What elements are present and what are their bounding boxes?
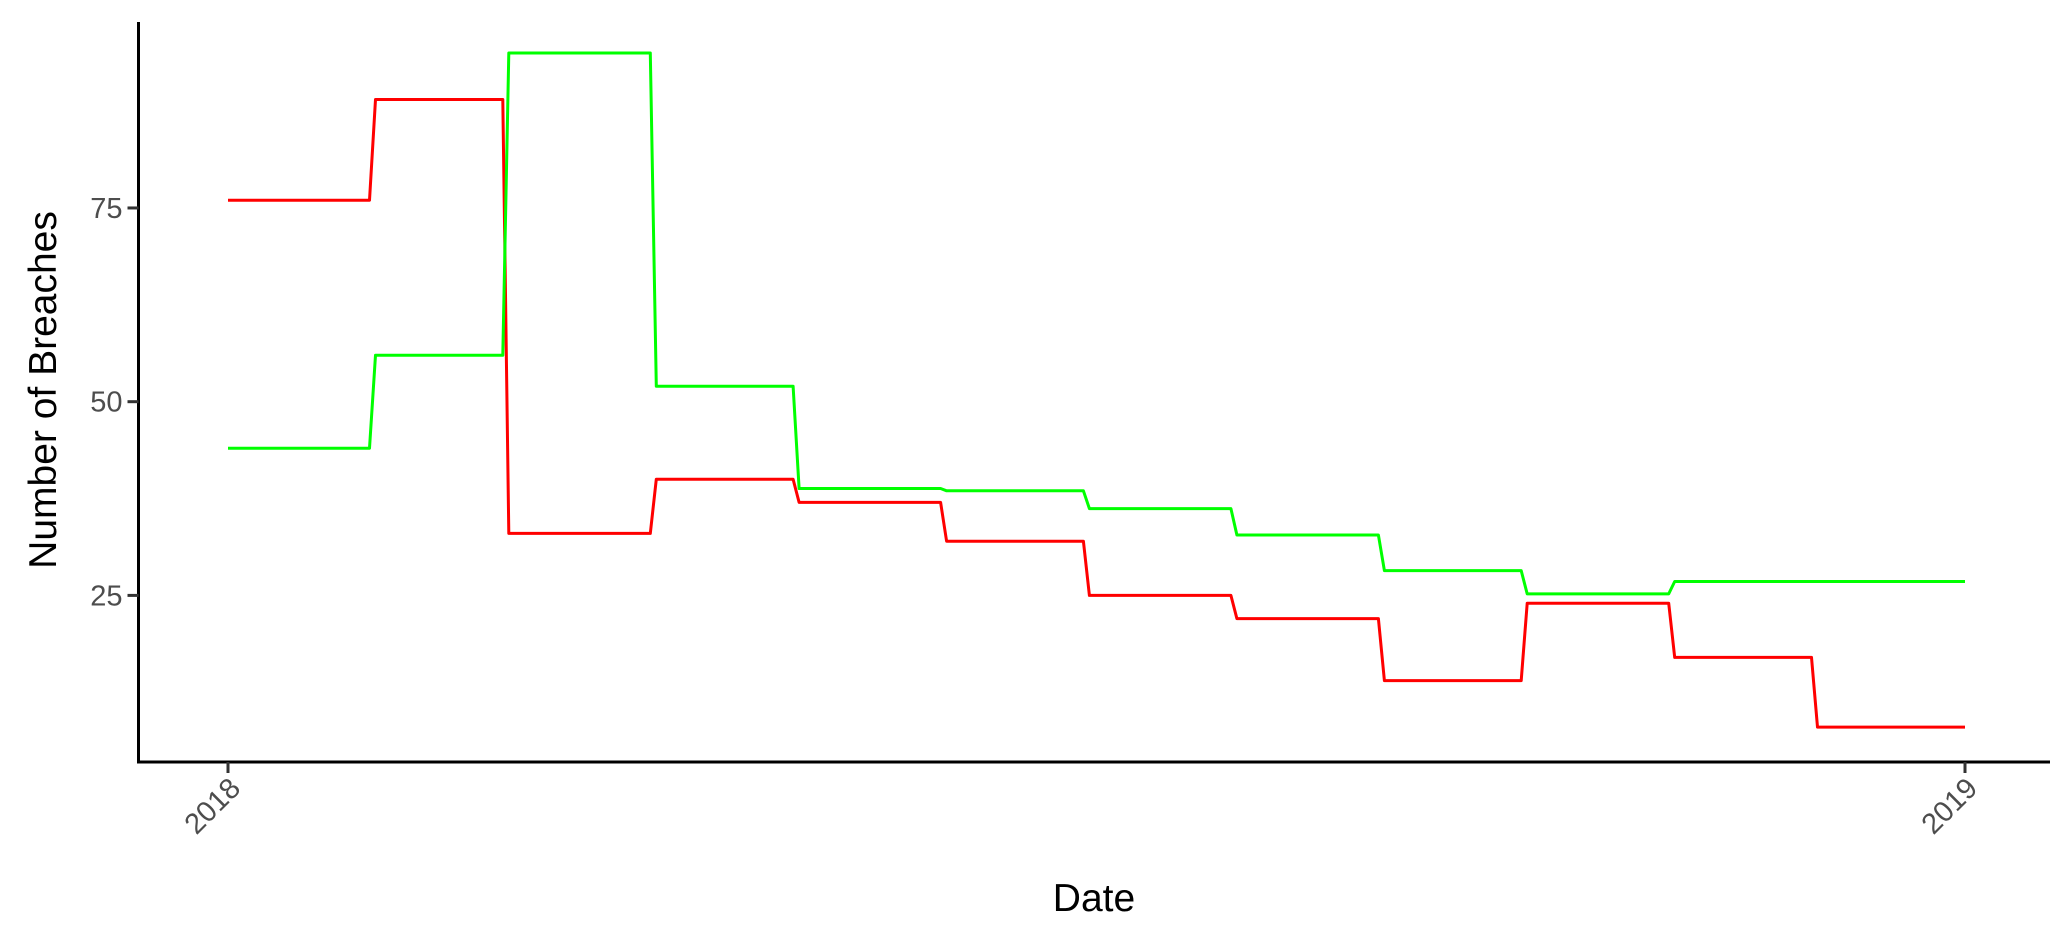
y-tick-label: 50 [90,387,122,419]
y-tick-label: 75 [90,193,122,225]
series-line-green [228,51,1965,596]
series-line-red [228,98,1965,729]
x-tick-label: 2019 [1916,772,1984,840]
x-axis-ticks: 2018 2019 [179,762,1984,841]
x-tick-label: 2018 [179,772,247,840]
y-tick-label: 25 [90,580,122,612]
y-axis-ticks: 25 50 75 [90,193,139,612]
plot-area: 25 50 75 2018 2019 [90,22,2050,841]
x-axis-title: Date [1053,877,1135,920]
series-layer [228,51,1965,729]
y-axis-title: Number of Breaches [22,211,65,569]
